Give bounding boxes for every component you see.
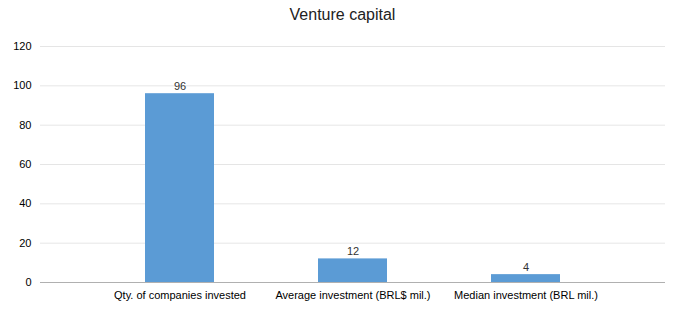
svg-text:20: 20 (19, 237, 31, 249)
svg-text:4: 4 (523, 261, 529, 273)
svg-text:Qty. of companies invested: Qty. of companies invested (114, 289, 246, 301)
svg-text:0: 0 (25, 276, 31, 288)
svg-text:120: 120 (13, 40, 31, 52)
svg-text:96: 96 (174, 80, 186, 92)
svg-text:Median investment (BRL mil.): Median investment (BRL mil.) (454, 289, 598, 301)
svg-text:60: 60 (19, 158, 31, 170)
html-text:Venture capital: Venture capital (289, 6, 396, 23)
svg-text:12: 12 (347, 245, 359, 257)
svg-text:Average investment (BRL$ mil.): Average investment (BRL$ mil.) (275, 289, 430, 301)
svg-text:80: 80 (19, 119, 31, 131)
svg-text:40: 40 (19, 197, 31, 209)
svg-text:100: 100 (13, 79, 31, 91)
